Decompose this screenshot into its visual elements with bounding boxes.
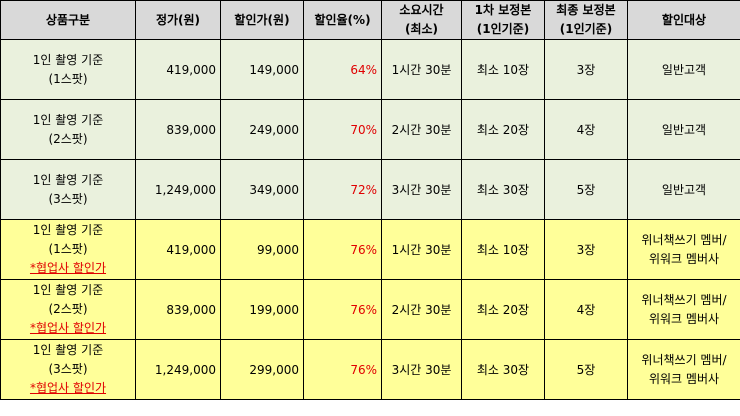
cell-discount-rate: 76%	[303, 279, 382, 340]
cell-target: 위너책쓰기 멤버/위워크 멤버사	[627, 339, 740, 400]
cell-product: 1인 촬영 기준 (3스팟) *협업사 할인가	[0, 339, 136, 400]
cell-sale-price: 149,000	[220, 39, 304, 100]
pricing-table: 상품구분 정가(원) 할인가(원) 할인율(%) 소요시간 (최소) 1차 보정본…	[0, 0, 740, 400]
cell-target: 일반고객	[627, 99, 740, 160]
cell-first-edit: 최소 10장	[461, 219, 545, 280]
cell-price: 839,000	[135, 279, 221, 340]
cell-product: 1인 촬영 기준 (3스팟)	[0, 159, 136, 220]
cell-duration: 2시간 30분	[381, 279, 462, 340]
cell-final-edit: 5장	[544, 159, 628, 220]
cell-duration: 3시간 30분	[381, 159, 462, 220]
header-row: 상품구분 정가(원) 할인가(원) 할인율(%) 소요시간 (최소) 1차 보정본…	[0, 0, 740, 40]
cell-discount-rate: 72%	[303, 159, 382, 220]
cell-price: 839,000	[135, 99, 221, 160]
cell-discount-rate: 76%	[303, 219, 382, 280]
header-first-edit: 1차 보정본 (1인기준)	[461, 0, 545, 40]
cell-duration: 3시간 30분	[381, 339, 462, 400]
header-price: 정가(원)	[135, 0, 221, 40]
table-row: 1인 촬영 기준 (2스팟) *협업사 할인가 839,000 199,000 76…	[0, 279, 740, 340]
cell-price: 419,000	[135, 39, 221, 100]
cell-duration: 1시간 30분	[381, 219, 462, 280]
cell-final-edit: 3장	[544, 39, 628, 100]
cell-first-edit: 최소 10장	[461, 39, 545, 100]
cell-product: 1인 촬영 기준 (1스팟)	[0, 39, 136, 100]
cell-final-edit: 5장	[544, 339, 628, 400]
cell-final-edit: 3장	[544, 219, 628, 280]
cell-final-edit: 4장	[544, 99, 628, 160]
header-discount-rate: 할인율(%)	[303, 0, 382, 40]
cell-product: 1인 촬영 기준 (1스팟) *협업사 할인가	[0, 219, 136, 280]
header-sale-price: 할인가(원)	[220, 0, 304, 40]
cell-product: 1인 촬영 기준 (2스팟)	[0, 99, 136, 160]
cell-product: 1인 촬영 기준 (2스팟) *협업사 할인가	[0, 279, 136, 340]
cell-sale-price: 249,000	[220, 99, 304, 160]
header-product: 상품구분	[0, 0, 136, 40]
cell-duration: 2시간 30분	[381, 99, 462, 160]
table-row: 1인 촬영 기준 (2스팟) 839,000 249,000 70% 2시간 30…	[0, 99, 740, 160]
cell-price: 1,249,000	[135, 339, 221, 400]
cell-discount-rate: 64%	[303, 39, 382, 100]
cell-first-edit: 최소 20장	[461, 279, 545, 340]
table-row: 1인 촬영 기준 (1스팟) *협업사 할인가 419,000 99,000 76%…	[0, 219, 740, 280]
cell-target: 위너책쓰기 멤버/위워크 멤버사	[627, 219, 740, 280]
header-target: 할인대상	[627, 0, 740, 40]
partner-discount-label: *협업사 할인가	[29, 321, 107, 335]
cell-sale-price: 99,000	[220, 219, 304, 280]
table-row: 1인 촬영 기준 (3스팟) 1,249,000 349,000 72% 3시간 …	[0, 159, 740, 220]
table-row: 1인 촬영 기준 (1스팟) 419,000 149,000 64% 1시간 30…	[0, 39, 740, 100]
header-final-edit: 최종 보정본 (1인기준)	[544, 0, 628, 40]
cell-sale-price: 299,000	[220, 339, 304, 400]
cell-first-edit: 최소 20장	[461, 99, 545, 160]
cell-price: 1,249,000	[135, 159, 221, 220]
cell-first-edit: 최소 30장	[461, 159, 545, 220]
cell-discount-rate: 76%	[303, 339, 382, 400]
cell-price: 419,000	[135, 219, 221, 280]
cell-duration: 1시간 30분	[381, 39, 462, 100]
cell-target: 일반고객	[627, 39, 740, 100]
header-duration: 소요시간 (최소)	[381, 0, 462, 40]
cell-target: 일반고객	[627, 159, 740, 220]
cell-discount-rate: 70%	[303, 99, 382, 160]
cell-first-edit: 최소 30장	[461, 339, 545, 400]
cell-sale-price: 349,000	[220, 159, 304, 220]
cell-final-edit: 4장	[544, 279, 628, 340]
cell-target: 위너책쓰기 멤버/위워크 멤버사	[627, 279, 740, 340]
partner-discount-label: *협업사 할인가	[29, 381, 107, 395]
partner-discount-label: *협업사 할인가	[29, 261, 107, 275]
cell-sale-price: 199,000	[220, 279, 304, 340]
table-row: 1인 촬영 기준 (3스팟) *협업사 할인가 1,249,000 299,000 …	[0, 339, 740, 400]
